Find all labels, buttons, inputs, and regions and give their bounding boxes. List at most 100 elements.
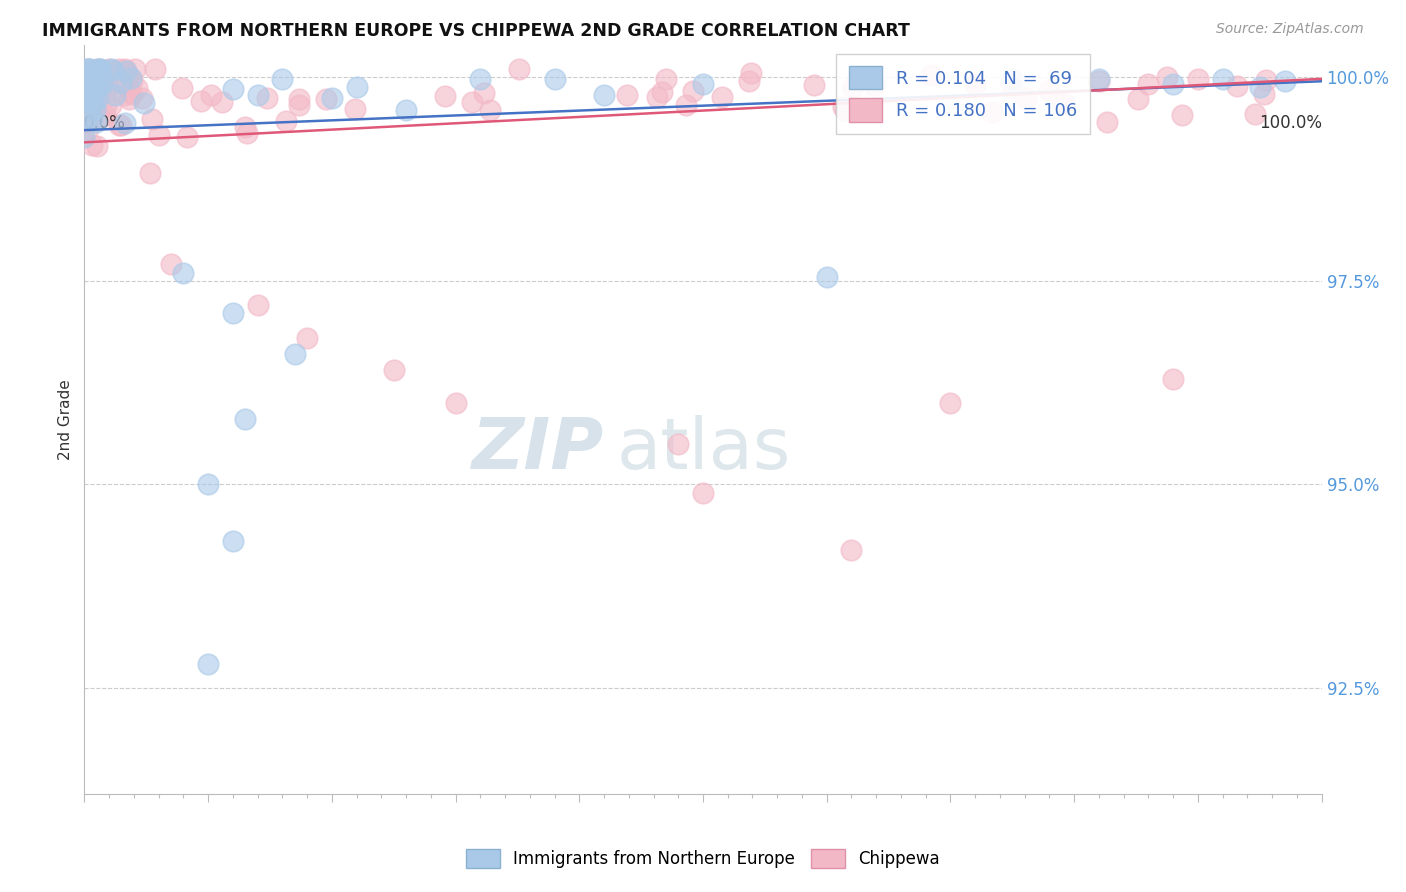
Point (740, 66, 762, 80)
Point (274, 113, 297, 128)
Point (666, 436, 689, 450)
Point (965, 77, 987, 91)
Point (108, 118, 131, 132)
Point (118, 92, 141, 106)
Point (77, 88, 100, 103)
Point (160, 258, 183, 272)
Point (1088, 74, 1111, 88)
Text: ZIP: ZIP (472, 415, 605, 483)
Point (90, 84, 112, 98)
Point (233, 120, 256, 134)
Point (86, 62, 108, 76)
Point (315, 92, 337, 106)
Point (118, 85, 141, 99)
Point (1226, 79, 1249, 94)
Point (83, 96, 105, 111)
Legend: R = 0.104   N =  69, R = 0.180   N = 106: R = 0.104 N = 69, R = 0.180 N = 106 (837, 54, 1090, 135)
Point (73, 78, 96, 92)
Point (94, 99, 117, 113)
Point (197, 657, 219, 671)
Point (77, 62, 100, 76)
Point (939, 396, 962, 410)
Point (841, 542, 863, 557)
Point (80, 138, 103, 153)
Point (80, 95, 103, 110)
Point (236, 126, 259, 140)
Point (82, 72, 104, 87)
Point (344, 102, 367, 116)
Point (645, 90, 668, 104)
Point (104, 88, 127, 103)
Point (79, 76, 101, 90)
Point (76, 92, 98, 106)
Point (1095, 115, 1118, 129)
Point (97, 68, 120, 82)
Point (82, 96, 104, 111)
Point (79, 100, 101, 114)
Point (117, 68, 139, 82)
Point (321, 90, 343, 104)
Point (1052, 95, 1074, 110)
Point (138, 166, 160, 180)
Point (1254, 73, 1277, 87)
Point (197, 477, 219, 491)
Point (200, 87, 222, 102)
Point (112, 63, 135, 78)
Point (1001, 71, 1024, 86)
Point (83, 84, 105, 98)
Point (346, 79, 368, 94)
Point (1161, 371, 1184, 385)
Text: 0.0%: 0.0% (84, 113, 127, 131)
Point (508, 62, 530, 76)
Point (84, 102, 107, 116)
Point (114, 62, 136, 76)
Point (125, 80, 148, 95)
Point (981, 105, 1004, 120)
Point (479, 103, 502, 117)
Point (87, 80, 110, 95)
Point (80, 112, 103, 127)
Text: IMMIGRANTS FROM NORTHERN EUROPE VS CHIPPEWA 2ND GRADE CORRELATION CHART: IMMIGRANTS FROM NORTHERN EUROPE VS CHIPP… (42, 22, 910, 40)
Point (84, 88, 107, 103)
Point (101, 62, 124, 77)
Point (434, 89, 457, 103)
Point (76, 110, 98, 124)
Point (80, 86, 103, 100)
Point (83, 86, 105, 100)
Point (222, 82, 245, 96)
Point (75, 73, 97, 87)
Point (121, 73, 143, 87)
Point (815, 269, 838, 284)
Point (75, 80, 97, 95)
Point (1156, 70, 1178, 84)
Point (271, 71, 294, 86)
Point (1253, 87, 1275, 102)
Point (222, 534, 245, 549)
Point (90, 77, 112, 91)
Point (295, 331, 318, 345)
Point (121, 87, 143, 102)
Point (132, 95, 155, 110)
Text: atlas: atlas (616, 415, 790, 483)
Point (141, 112, 163, 126)
Text: 100.0%: 100.0% (1258, 113, 1322, 131)
Point (145, 62, 167, 76)
Point (692, 485, 714, 500)
Point (382, 363, 405, 377)
Point (86, 63, 108, 78)
Point (110, 75, 132, 89)
Point (472, 86, 495, 100)
Point (80, 67, 103, 81)
Point (76, 62, 98, 76)
Point (84, 115, 107, 129)
Point (131, 91, 153, 105)
Point (80, 72, 103, 87)
Point (863, 78, 886, 92)
Point (211, 95, 233, 109)
Point (103, 78, 125, 92)
Point (460, 95, 482, 109)
Point (543, 71, 565, 86)
Point (89, 62, 111, 76)
Point (288, 92, 311, 106)
Point (1137, 77, 1160, 91)
